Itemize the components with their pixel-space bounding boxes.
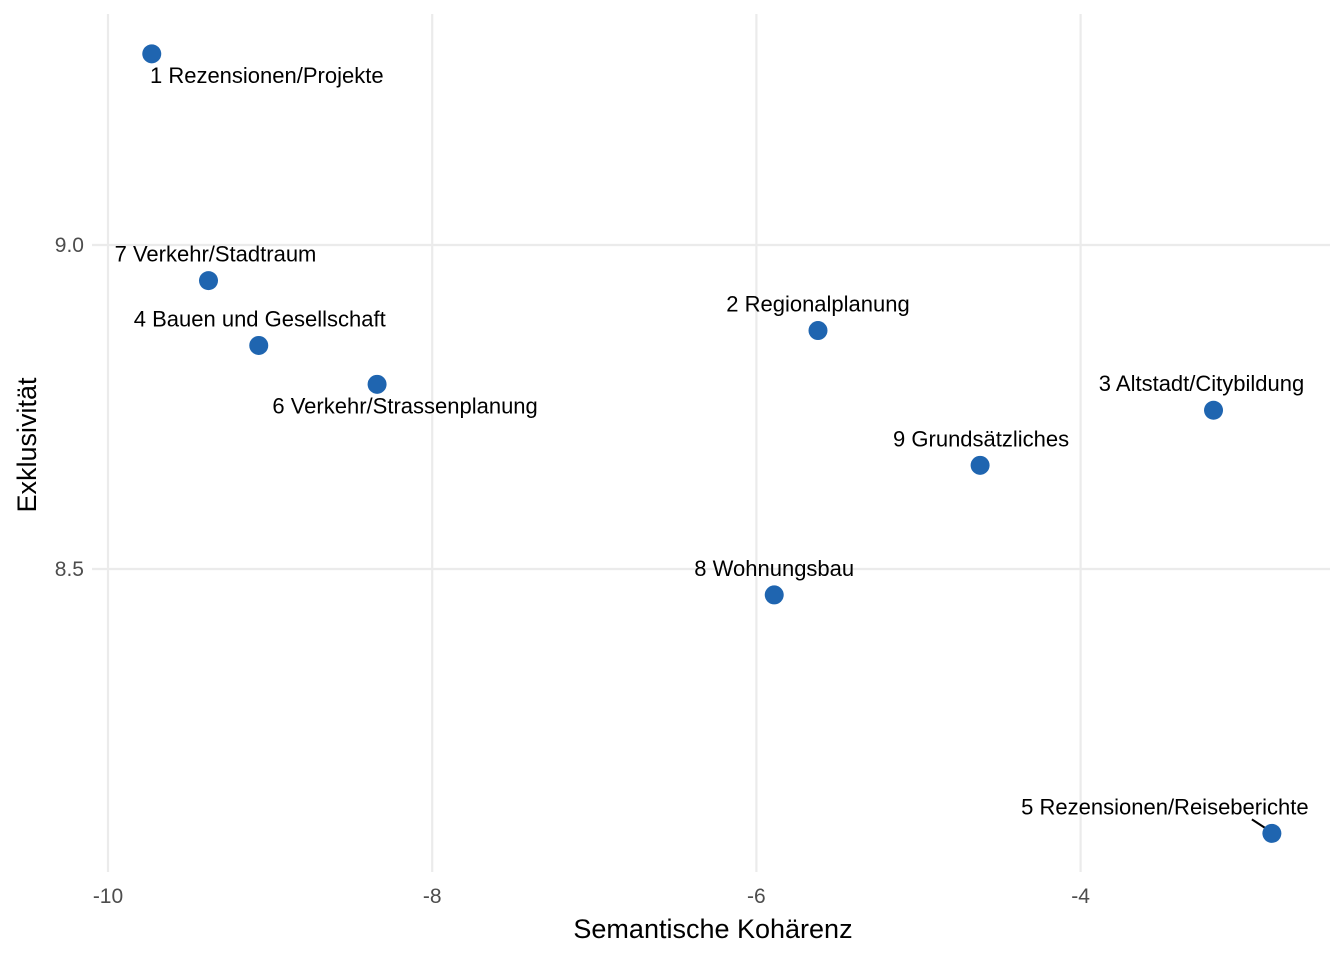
point-label: 7 Verkehr/Stadtraum <box>115 242 317 267</box>
x-tick-label: -10 <box>93 885 123 908</box>
data-point <box>142 44 162 64</box>
x-tick-label: -6 <box>747 885 766 908</box>
y-tick-label: 9.0 <box>55 234 84 257</box>
point-label: 2 Regionalplanung <box>726 292 910 317</box>
data-point <box>1262 823 1282 843</box>
data-point <box>199 271 219 291</box>
data-point <box>808 321 828 341</box>
point-label: 3 Altstadt/Citybildung <box>1099 371 1304 396</box>
point-label: 1 Rezensionen/Projekte <box>150 63 384 88</box>
data-point <box>249 335 269 355</box>
x-tick-label: -4 <box>1071 885 1090 908</box>
data-points <box>142 44 1282 843</box>
grid-lines <box>92 14 1330 872</box>
point-label: 9 Grundsätzliches <box>893 426 1069 451</box>
point-label: 5 Rezensionen/Reiseberichte <box>1021 794 1308 819</box>
y-tick-label: 8.5 <box>55 558 84 581</box>
point-label: 6 Verkehr/Strassenplanung <box>272 393 537 418</box>
data-point <box>1204 400 1224 420</box>
y-axis-title: Exklusivität <box>12 377 42 513</box>
axis-ticks: -10 -8 -6 -4 8.5 9.0 <box>55 234 1090 908</box>
x-tick-label: -8 <box>423 885 442 908</box>
point-labels: 1 Rezensionen/Projekte 2 Regionalplanung 3… <box>115 63 1309 820</box>
data-point <box>367 374 387 394</box>
x-axis-title: Semantische Kohärenz <box>573 914 852 944</box>
data-point <box>764 585 784 605</box>
point-label: 8 Wohnungsbau <box>694 556 854 581</box>
data-point <box>970 455 990 475</box>
point-label: 4 Bauen und Gesellschaft <box>134 306 386 331</box>
